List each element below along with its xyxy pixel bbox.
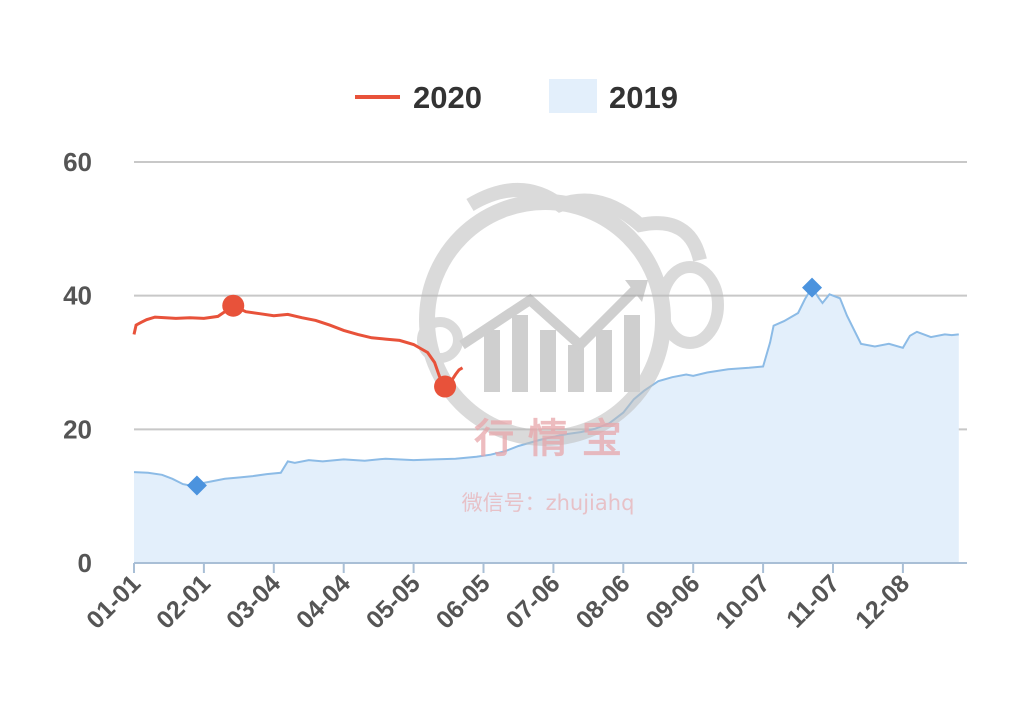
x-tick-label: 10-07	[710, 569, 775, 634]
legend: 2020 2019	[355, 79, 678, 115]
watermark-subtitle: 微信号：zhujiahq	[462, 491, 635, 515]
legend-swatch-2019	[549, 79, 597, 113]
x-tick-label: 12-08	[850, 569, 915, 634]
x-tick-label: 09-06	[640, 569, 705, 634]
series-2020-line	[132, 303, 464, 389]
marker-2019	[186, 475, 207, 496]
y-tick-label: 60	[63, 147, 92, 177]
x-tick-label: 08-06	[571, 569, 636, 634]
x-tick-label: 06-05	[431, 569, 496, 634]
x-tick-label: 02-01	[151, 569, 216, 634]
y-tick-label: 0	[78, 548, 92, 578]
marker-2019	[802, 277, 823, 298]
y-tick-label: 40	[63, 281, 92, 311]
pig-logo-icon	[417, 183, 724, 446]
x-tick-label: 01-01	[81, 569, 146, 634]
x-tick-label: 05-05	[361, 569, 426, 634]
x-tick-label: 07-06	[501, 569, 566, 634]
legend-label-2020: 2020	[413, 80, 482, 115]
x-tick-label: 11-07	[781, 569, 845, 633]
legend-label-2019: 2019	[609, 80, 678, 115]
x-tick-label: 04-04	[291, 569, 356, 634]
x-tick-label: 03-04	[221, 569, 286, 634]
marker-2020	[222, 294, 245, 317]
y-tick-label: 20	[63, 414, 92, 444]
watermark-title: 行 情 宝	[474, 416, 622, 462]
x-axis-ticks: 01-01 02-01 03-04 04-04 05-05 06-05 07-06 08-06…	[81, 563, 915, 634]
series-markers	[186, 277, 823, 496]
watermark: 行 情 宝 微信号：zhujiahq	[417, 183, 724, 515]
y-axis-ticks: 0 20 40 60	[63, 147, 92, 578]
series-2019-area	[134, 287, 959, 563]
marker-2020	[434, 375, 457, 398]
